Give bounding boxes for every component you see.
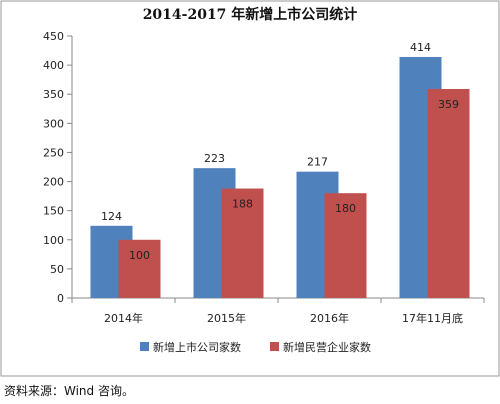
y-tick-label: 0 [57, 292, 64, 305]
data-label: 100 [129, 249, 150, 262]
bar-private [324, 193, 367, 298]
chart-title: 2014-2017 年新增上市公司统计 [143, 6, 358, 23]
y-tick-label: 450 [43, 30, 64, 43]
y-tick-label: 150 [43, 205, 64, 218]
data-label: 223 [204, 152, 225, 165]
bar-private [221, 188, 264, 298]
source-note: 资料来源：Wind 咨询。 [4, 384, 134, 398]
legend-label: 新增民营企业家数 [283, 340, 371, 354]
bar-private [427, 88, 470, 298]
bar-private [118, 239, 161, 298]
x-category-label: 2016年 [310, 311, 349, 325]
y-tick-label: 350 [43, 88, 64, 101]
legend-swatch [140, 342, 149, 351]
chart-border [0, 0, 500, 377]
x-category-label: 2014年 [104, 311, 143, 325]
y-tick-label: 100 [43, 234, 64, 247]
x-category-label: 2015年 [207, 311, 246, 325]
data-label: 359 [438, 98, 459, 111]
legend-swatch [270, 342, 279, 351]
data-label: 180 [335, 202, 356, 215]
chart-frame: 2014-2017 年新增上市公司统计 0 50 100 150 200 250 300 350… [0, 0, 500, 377]
data-label: 188 [232, 198, 253, 211]
legend-label: 新增上市公司家数 [153, 340, 241, 354]
y-tick-label: 300 [43, 117, 64, 130]
y-tick-label: 400 [43, 59, 64, 72]
y-tick-label: 50 [50, 263, 64, 276]
bar-chart: 2014-2017 年新增上市公司统计 0 50 100 150 200 250 300 350… [0, 0, 500, 377]
data-label: 414 [410, 41, 431, 54]
data-label: 124 [101, 210, 122, 223]
x-category-label: 17年11月底 [402, 311, 463, 325]
data-label: 217 [307, 156, 328, 169]
y-tick-label: 250 [43, 146, 64, 159]
y-tick-label: 200 [43, 176, 64, 189]
